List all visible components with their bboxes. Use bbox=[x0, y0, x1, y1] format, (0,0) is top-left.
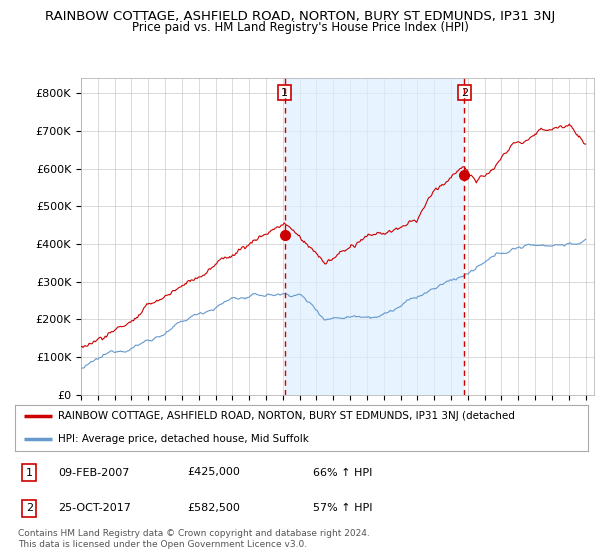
Text: RAINBOW COTTAGE, ASHFIELD ROAD, NORTON, BURY ST EDMUNDS, IP31 3NJ (detached: RAINBOW COTTAGE, ASHFIELD ROAD, NORTON, … bbox=[58, 412, 515, 421]
Text: £582,500: £582,500 bbox=[187, 503, 240, 513]
Text: 25-OCT-2017: 25-OCT-2017 bbox=[58, 503, 131, 513]
Text: RAINBOW COTTAGE, ASHFIELD ROAD, NORTON, BURY ST EDMUNDS, IP31 3NJ: RAINBOW COTTAGE, ASHFIELD ROAD, NORTON, … bbox=[45, 10, 555, 23]
Text: 66% ↑ HPI: 66% ↑ HPI bbox=[313, 468, 373, 478]
Text: 2: 2 bbox=[461, 87, 468, 97]
Text: £425,000: £425,000 bbox=[187, 468, 240, 478]
Text: 09-FEB-2007: 09-FEB-2007 bbox=[58, 468, 130, 478]
Text: Contains HM Land Registry data © Crown copyright and database right 2024.
This d: Contains HM Land Registry data © Crown c… bbox=[18, 529, 370, 549]
Text: Price paid vs. HM Land Registry's House Price Index (HPI): Price paid vs. HM Land Registry's House … bbox=[131, 21, 469, 34]
Text: 2: 2 bbox=[26, 503, 33, 513]
Text: 1: 1 bbox=[281, 87, 288, 97]
Text: HPI: Average price, detached house, Mid Suffolk: HPI: Average price, detached house, Mid … bbox=[58, 435, 309, 444]
Bar bbox=[284, 78, 464, 395]
Text: 57% ↑ HPI: 57% ↑ HPI bbox=[313, 503, 373, 513]
Text: 1: 1 bbox=[26, 468, 33, 478]
